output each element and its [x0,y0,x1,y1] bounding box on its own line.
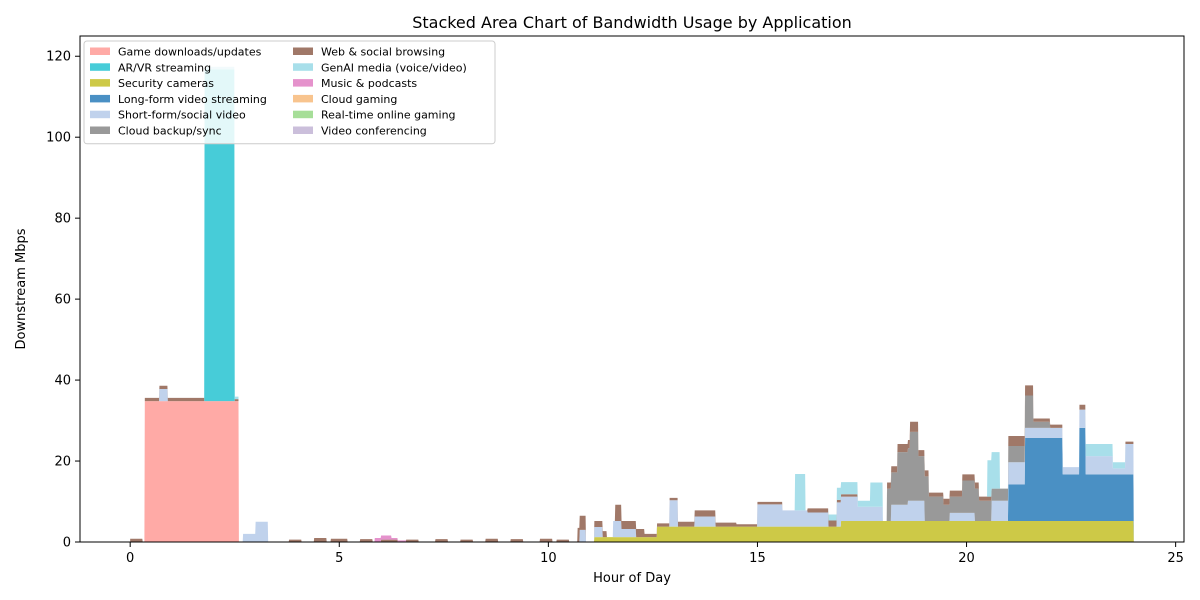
x-tick-label: 25 [1167,551,1184,566]
legend-entry-ar-vr-streaming: AR/VR streaming [90,61,211,74]
legend-swatch [293,94,313,103]
x-tick-label: 15 [749,551,766,566]
legend-entry-security-cameras: Security cameras [90,77,214,90]
legend-swatch [90,110,110,119]
y-tick-label: 20 [54,455,71,470]
chart-title: Stacked Area Chart of Bandwidth Usage by… [412,13,852,32]
legend-label: Long-form video streaming [118,93,267,106]
legend-entry-music-podcasts: Music & podcasts [293,77,417,90]
legend-swatch [293,126,313,134]
y-tick-label: 100 [46,131,71,146]
legend-swatch [90,94,110,103]
y-tick-label: 80 [54,212,71,227]
legend-entry-genai-media-voice-video: GenAI media (voice/video) [293,61,467,74]
x-tick-label: 10 [540,551,557,566]
x-axis-label: Hour of Day [593,571,671,586]
y-tick-label: 0 [63,536,71,551]
legend-label: Real-time online gaming [321,109,456,122]
legend-entry-game-downloads-updates: Game downloads/updates [90,46,262,59]
legend-swatch [293,110,313,119]
legend-entry-short-form-social-video: Short-form/social video [90,109,246,122]
legend-swatch [293,47,313,55]
y-tick-label: 60 [54,293,71,308]
legend-swatch [90,79,110,87]
legend-label: Video conferencing [321,125,427,138]
legend-label: GenAI media (voice/video) [321,61,467,74]
legend-label: Short-form/social video [118,109,246,122]
y-tick-label: 40 [54,374,71,389]
legend-label: Security cameras [118,77,214,90]
legend-entry-real-time-online-gaming: Real-time online gaming [293,109,456,122]
legend-entry-cloud-backup-sync: Cloud backup/sync [90,125,222,138]
legend-label: AR/VR streaming [118,61,211,74]
legend-swatch [293,63,313,71]
legend-label: Music & podcasts [321,77,417,90]
legend-label: Cloud gaming [321,93,397,106]
legend-box [83,40,496,145]
x-tick-label: 20 [958,551,975,566]
legend-entry-video-conferencing: Video conferencing [293,125,427,138]
area-series-long-form-video-streaming [130,69,1134,542]
legend-entry-cloud-gaming: Cloud gaming [293,93,397,106]
legend-swatch [90,126,110,134]
y-axis-label: Downstream Mbps [14,228,29,349]
legend-label: Game downloads/updates [118,46,262,59]
legend-label: Web & social browsing [321,46,445,59]
legend-entry-long-form-video-streaming: Long-form video streaming [90,93,267,106]
legend-entry-web-social-browsing: Web & social browsing [293,46,445,59]
legend-swatch [90,63,110,71]
y-axis: 0 20 40 60 80 100 120 [46,50,80,551]
legend-label: Cloud backup/sync [118,125,222,138]
legend-swatch [293,79,313,87]
legend-swatch [90,47,110,55]
y-tick-label: 120 [46,50,71,65]
area-series-game-downloads-updates [130,401,1134,542]
plot-frame [79,35,1185,543]
x-tick-label: 0 [126,551,134,566]
x-tick-label: 5 [335,551,343,566]
legend: Game downloads/updates AR/VR streaming Sec… [83,40,496,145]
x-axis: 0 5 10 15 20 25 [126,542,1184,566]
